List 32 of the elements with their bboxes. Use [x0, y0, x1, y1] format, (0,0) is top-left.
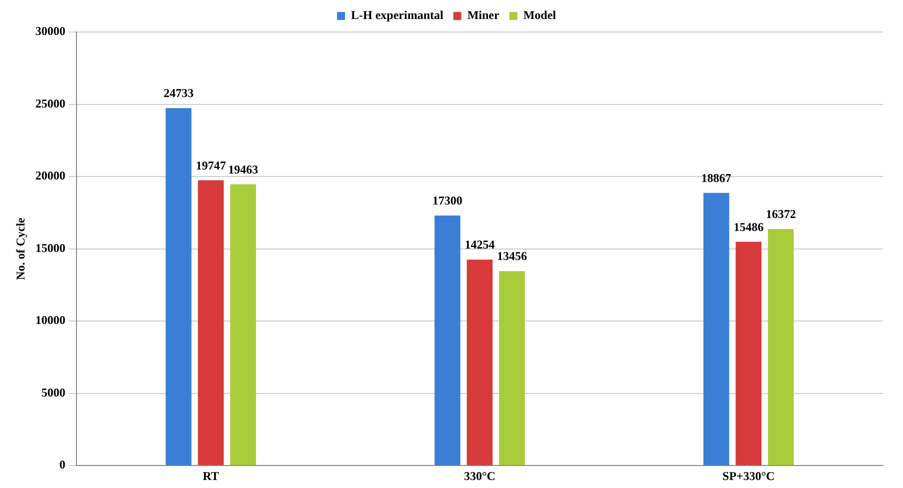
bar [166, 108, 192, 466]
y-tick-label: 0 [59, 458, 66, 472]
y-tick-label: 30000 [35, 24, 66, 38]
y-tick-label: 20000 [35, 168, 66, 183]
bar [198, 180, 224, 466]
bar [736, 242, 762, 466]
y-tick-label: 5000 [41, 385, 66, 400]
data-label: 19747 [196, 158, 226, 172]
data-label: 15486 [734, 220, 764, 234]
y-tick-label: 15000 [35, 240, 66, 255]
bar [768, 228, 794, 466]
bar [703, 192, 730, 466]
y-axis-title: No. of Cycle [13, 216, 28, 280]
x-tick-label: RT [202, 468, 219, 483]
y-tick-label: 25000 [35, 96, 66, 110]
data-label: 18867 [701, 171, 732, 186]
legend-label: L-H experimantal [351, 8, 444, 22]
x-tick-label: SP+330°C [722, 468, 775, 483]
bar [434, 216, 460, 466]
x-tick-label: 330°C [464, 468, 496, 483]
bar [230, 184, 256, 466]
bar [499, 271, 525, 466]
legend-label: Miner [467, 8, 500, 22]
data-label: 17300 [432, 194, 462, 208]
data-label: 16372 [766, 207, 796, 222]
legend-label: Model [523, 8, 557, 22]
bar [466, 260, 493, 466]
data-label: 19463 [228, 162, 258, 176]
data-label: 13456 [496, 249, 527, 264]
data-label: 24733 [164, 86, 194, 100]
y-tick-label: 10000 [35, 313, 66, 328]
data-label: 14254 [464, 238, 495, 252]
